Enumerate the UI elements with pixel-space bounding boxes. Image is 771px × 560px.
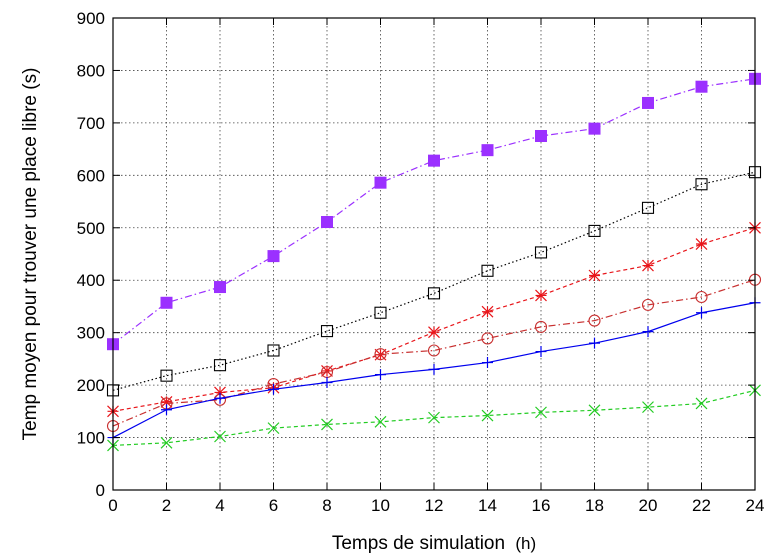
data-point [535,346,547,358]
data-point [374,348,387,361]
data-point [588,404,601,417]
y-tick-label: 600 [77,166,105,185]
x-tick-label: 2 [162,496,171,515]
data-point [534,246,548,259]
x-tick-label: 20 [639,496,658,515]
y-tick-label: 900 [77,9,105,28]
data-point [481,409,494,422]
data-point [321,418,333,431]
data-point [160,296,173,309]
data-point [427,287,441,300]
data-point [428,154,440,167]
x-tick-label: 0 [108,496,117,515]
y-tick-label: 200 [77,376,105,395]
data-point [160,369,173,382]
data-point [428,411,440,424]
data-point [588,314,601,327]
data-point [267,250,280,263]
data-point [535,406,547,419]
data-point [214,386,226,399]
data-point [321,216,333,229]
data-point [481,144,494,157]
data-point [321,365,333,377]
data-point [213,359,227,372]
data-point [695,397,708,410]
data-point [321,376,333,388]
data-point [428,363,440,375]
x-axis-label: Temps de simulation (h) [332,533,536,554]
y-tick-label: 700 [77,114,105,133]
data-point [695,80,708,93]
axis-ticks: 0 2 4 6 8 10 12 14 16 18 20 22 240100200300400500600… [77,9,765,515]
data-point [374,306,387,319]
data-point [588,269,601,282]
x-tick-label: 24 [746,496,765,515]
data-point [535,289,547,302]
data-point [535,130,547,142]
y-axis-label: Temp moyen pour trouver une place libre … [20,68,41,441]
x-tick-label: 18 [585,496,604,515]
x-tick-label: 14 [478,496,497,515]
x-tick-label: 16 [532,496,551,515]
data-point [641,298,655,311]
data-point [160,436,173,449]
data-point [214,430,226,443]
y-tick-label: 0 [96,481,105,500]
data-point [641,201,655,214]
data-point [161,404,172,416]
series-line [112,279,756,427]
data-point [160,395,173,408]
data-point [534,320,548,333]
y-tick-label: 300 [77,324,105,343]
data-point [481,332,494,345]
x-tick-label: 12 [425,496,444,515]
data-point [267,344,280,357]
series-open-square [106,166,762,397]
x-axis-unit: (h) [515,534,536,553]
y-tick-label: 800 [77,61,105,80]
data-point [427,344,441,357]
data-point [428,326,440,339]
data-point [642,326,654,338]
data-point [267,422,280,435]
data-point [589,337,600,349]
data-point [375,369,386,381]
data-point [588,122,601,135]
x-tick-label: 22 [692,496,711,515]
data-point [268,383,279,395]
data-point [320,325,334,338]
y-tick-label: 500 [77,219,105,238]
data-point [642,401,654,414]
data-point [214,281,226,294]
data-point [642,96,654,109]
data-point [482,357,493,369]
data-point [214,392,226,404]
x-tick-label: 8 [322,496,331,515]
data-point [374,176,387,189]
data-point [481,264,494,277]
data-point [695,178,708,191]
series-line [112,171,756,391]
x-tick-label: 4 [215,496,224,515]
data-point [695,238,708,250]
x-tick-label: 6 [269,496,278,515]
data-point [696,307,707,319]
grid-lines [113,18,755,490]
data-point [695,290,708,304]
data-point [642,259,654,272]
x-tick-label: 10 [371,496,390,515]
y-tick-label: 100 [77,429,105,448]
x-axis-label-text: Temps de simulation [332,533,505,554]
series-open-circle [106,273,762,433]
data-point [374,415,387,428]
y-tick-label: 400 [77,271,105,290]
data-point [481,305,494,318]
data-point [588,224,601,237]
series-filled-square [107,72,761,351]
